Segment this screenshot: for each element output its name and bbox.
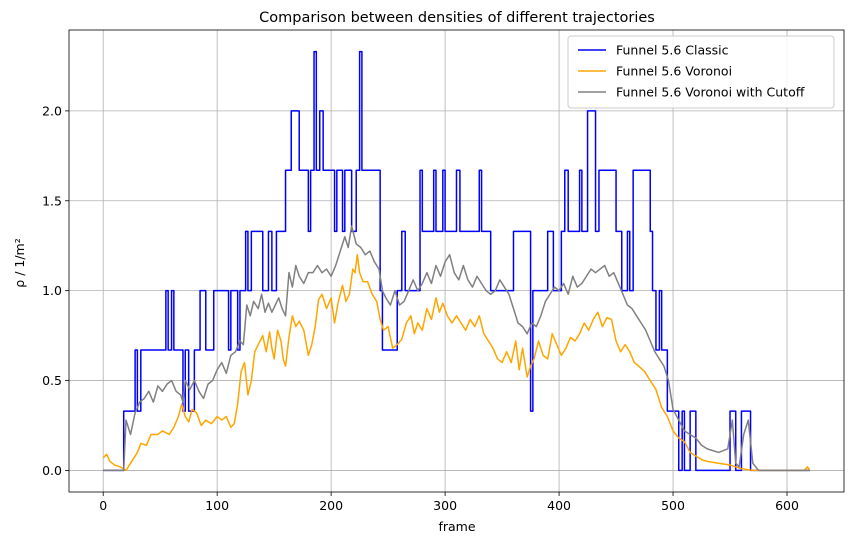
x-axis-ticks: 0 100 200 300 400 500 600 [99,492,799,513]
y-tick-label: 0.5 [42,373,62,388]
x-tick-label: 500 [661,498,685,513]
legend: Funnel 5.6 Classic Funnel 5.6 Voronoi Funn… [567,35,835,109]
legend-entry: Funnel 5.6 Classic [616,43,729,58]
legend-box [567,35,835,109]
y-tick-label: 0.0 [42,463,62,478]
chart-title: Comparison between densities of differen… [259,10,655,26]
x-tick-label: 300 [433,498,457,513]
series-layer [102,50,811,472]
plot-frame [68,29,845,493]
y-tick-label: 1.0 [42,283,62,298]
y-tick-label: 2.0 [42,103,62,118]
legend-entry: Funnel 5.6 Voronoi with Cutoff [616,85,805,100]
x-tick-label: 100 [205,498,229,513]
y-axis-ticks: 0.0 0.5 1.0 1.5 2.0 [42,103,69,478]
x-tick-label: 400 [547,498,571,513]
y-axis-label: ρ / 1/m² [12,238,27,287]
x-tick-label: 200 [319,498,343,513]
y-tick-label: 1.5 [42,193,62,208]
legend-entry: Funnel 5.6 Voronoi [616,64,732,79]
x-axis-label: frame [438,519,475,534]
x-tick-label: 600 [775,498,799,513]
series-line-3 [103,225,810,472]
x-tick-label: 0 [99,498,107,513]
series-line-1 [103,50,810,472]
series-line-2 [102,253,811,472]
